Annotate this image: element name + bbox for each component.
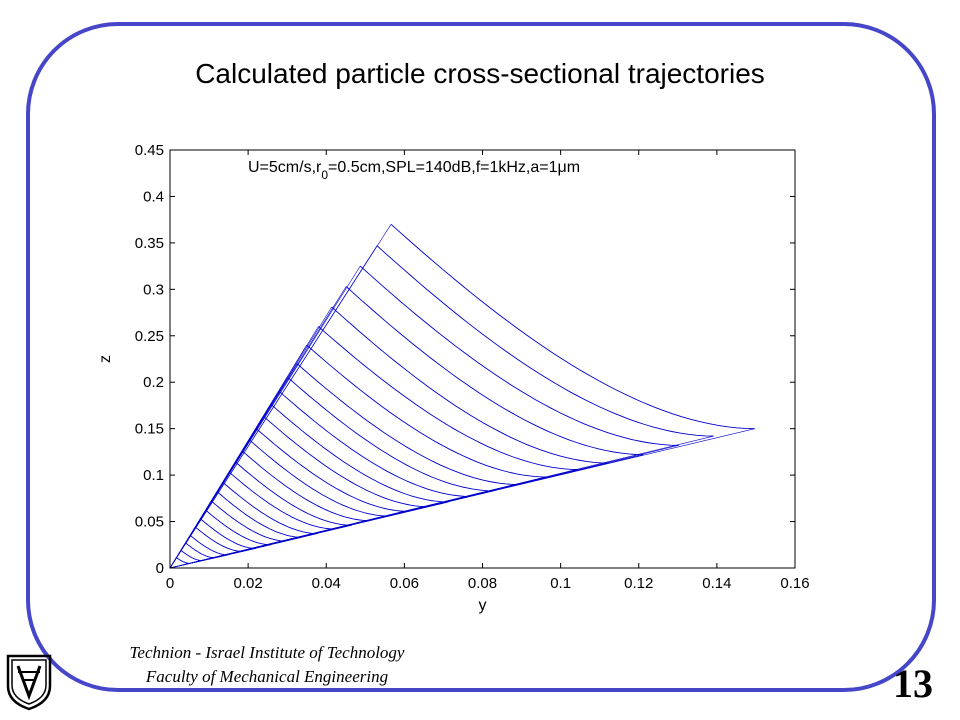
trajectory-line <box>359 265 679 446</box>
trajectory-line <box>331 306 609 464</box>
trajectory-line <box>229 471 335 530</box>
x-axis-label: y <box>479 597 487 614</box>
technion-emblem-icon <box>6 654 52 711</box>
x-tick-label: 0.08 <box>468 575 497 592</box>
x-tick-label: 0.12 <box>624 575 653 592</box>
trajectory-line <box>195 526 242 552</box>
plot-area <box>169 149 796 569</box>
trajectory-line <box>242 450 370 522</box>
trajectory-line <box>287 377 494 492</box>
trajectory-line <box>376 245 714 437</box>
footer-institution: Technion - Israel Institute of Technolog… <box>129 643 405 662</box>
axis-ticks <box>169 149 796 569</box>
x-tick-label: 0.14 <box>702 575 731 592</box>
trajectory-line <box>211 500 287 542</box>
y-tick-label: 0.05 <box>135 514 164 531</box>
trajectory-line <box>390 223 755 430</box>
trajectory-line <box>222 482 318 535</box>
trajectory-line <box>200 518 256 549</box>
x-tick-label: 0.1 <box>550 575 571 592</box>
x-tick-label: 0 <box>166 575 174 592</box>
y-tick-label: 0.1 <box>143 467 164 484</box>
trajectory-line <box>279 391 471 497</box>
slide-frame <box>26 22 936 692</box>
slide-title: Calculated particle cross-sectional traj… <box>195 58 765 89</box>
trajectory-line <box>270 404 449 503</box>
y-tick-label: 0 <box>156 560 164 577</box>
axis-tick-labels: 0 0.02 0.04 0.06 0.08 0.1 0.12 0.14 0.16 0 0.05 0.1… <box>135 142 810 592</box>
trajectory-line <box>205 510 271 546</box>
y-axis-label: z <box>97 355 114 363</box>
y-tick-label: 0.3 <box>143 281 164 298</box>
y-tick-label: 0.35 <box>135 235 164 252</box>
x-tick-label: 0.02 <box>234 575 263 592</box>
trajectory-envelope <box>169 557 177 569</box>
plot-lines <box>169 223 755 569</box>
y-tick-label: 0.45 <box>135 142 164 159</box>
y-tick-label: 0.2 <box>143 374 164 391</box>
trajectory-line <box>306 344 547 478</box>
x-tick-label: 0.16 <box>780 575 809 592</box>
trajectory-line <box>296 363 517 485</box>
trajectory-line <box>235 461 352 526</box>
slide-number: 13 <box>893 661 933 706</box>
y-tick-label: 0.25 <box>135 328 164 345</box>
y-tick-label: 0.4 <box>143 188 164 205</box>
trajectory-line <box>249 439 389 517</box>
trajectory-line <box>180 550 202 562</box>
trajectory-line <box>263 416 428 508</box>
trajectory-line <box>190 535 229 556</box>
trajectory-line <box>185 542 215 559</box>
trajectory-line <box>176 557 190 564</box>
trajectory-line <box>256 428 408 512</box>
trajectory-line <box>217 491 302 538</box>
trajectory-line <box>345 286 644 456</box>
x-tick-label: 0.04 <box>312 575 341 592</box>
x-tick-label: 0.06 <box>390 575 419 592</box>
footer-faculty: Faculty of Mechanical Engineering <box>145 667 389 686</box>
trajectory-ray <box>169 563 190 569</box>
trajectory-line <box>318 326 579 470</box>
y-tick-label: 0.15 <box>135 421 164 438</box>
footer: Technion - Israel Institute of Technolog… <box>92 641 442 689</box>
chart-annotation: U=5cm/s,r0=0.5cm,SPL=140dB,f=1kHz,a=1μm <box>248 159 580 182</box>
